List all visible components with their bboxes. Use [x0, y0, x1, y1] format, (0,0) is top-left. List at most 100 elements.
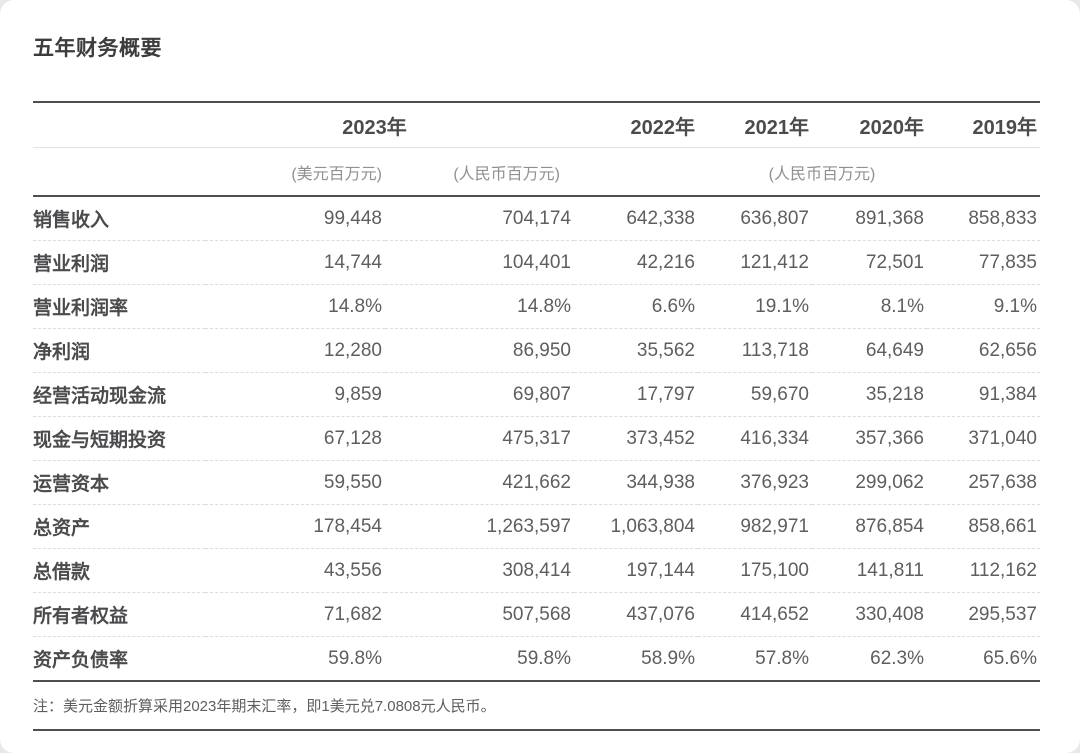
cell-value: 59.8% [205, 636, 385, 682]
table-row: 总资产 178,454 1,263,597 1,063,804 982,971 … [33, 504, 1040, 549]
cell-value: 67,128 [205, 416, 385, 461]
cell-value: 636,807 [698, 196, 812, 241]
year-header-row: 2023年 2022年 2021年 2020年 2019年 [33, 102, 1040, 148]
cell-value: 421,662 [385, 460, 574, 505]
unit-header-row: (美元百万元) (人民币百万元) (人民币百万元) [33, 147, 1040, 197]
unit-usd-millions: (美元百万元) [205, 147, 385, 197]
cell-value: 704,174 [385, 196, 574, 241]
cell-value: 858,661 [927, 504, 1040, 549]
cell-value: 437,076 [574, 592, 698, 637]
year-header-2021: 2021年 [698, 102, 812, 148]
row-label: 所有者权益 [33, 592, 205, 637]
row-label: 运营资本 [33, 460, 205, 505]
cell-value: 64,649 [812, 328, 927, 373]
cell-value: 8.1% [812, 284, 927, 329]
table-row: 资产负债率 59.8% 59.8% 58.9% 57.8% 62.3% 65.6… [33, 636, 1040, 682]
cell-value: 65.6% [927, 636, 1040, 682]
table-row: 运营资本 59,550 421,662 344,938 376,923 299,… [33, 460, 1040, 505]
cell-value: 57.8% [698, 636, 812, 682]
cell-value: 982,971 [698, 504, 812, 549]
cell-value: 112,162 [927, 548, 1040, 593]
cell-value: 376,923 [698, 460, 812, 505]
unit-spacer [33, 147, 205, 197]
table-row: 总借款 43,556 308,414 197,144 175,100 141,8… [33, 548, 1040, 593]
row-label: 净利润 [33, 328, 205, 373]
header-spacer [33, 102, 205, 148]
cell-value: 14.8% [385, 284, 574, 329]
row-label: 总借款 [33, 548, 205, 593]
cell-value: 299,062 [812, 460, 927, 505]
cell-value: 42,216 [574, 240, 698, 285]
cell-value: 14,744 [205, 240, 385, 285]
cell-value: 295,537 [927, 592, 1040, 637]
exchange-rate-footnote: 注：美元金额折算采用2023年期末汇率，即1美元兑7.0808元人民币。 [33, 682, 1040, 731]
table-row: 所有者权益 71,682 507,568 437,076 414,652 330… [33, 592, 1040, 637]
unit-rmb-millions-group: (人民币百万元) [574, 147, 1040, 197]
cell-value: 197,144 [574, 548, 698, 593]
cell-value: 59,550 [205, 460, 385, 505]
cell-value: 6.6% [574, 284, 698, 329]
cell-value: 12,280 [205, 328, 385, 373]
cell-value: 121,412 [698, 240, 812, 285]
cell-value: 642,338 [574, 196, 698, 241]
row-label: 销售收入 [33, 196, 205, 241]
cell-value: 141,811 [812, 548, 927, 593]
table-row: 营业利润 14,744 104,401 42,216 121,412 72,50… [33, 240, 1040, 285]
cell-value: 19.1% [698, 284, 812, 329]
cell-value: 35,218 [812, 372, 927, 417]
cell-value: 113,718 [698, 328, 812, 373]
table-row: 净利润 12,280 86,950 35,562 113,718 64,649 … [33, 328, 1040, 373]
year-header-2022: 2022年 [574, 102, 698, 148]
cell-value: 35,562 [574, 328, 698, 373]
row-label: 总资产 [33, 504, 205, 549]
cell-value: 62.3% [812, 636, 927, 682]
cell-value: 373,452 [574, 416, 698, 461]
row-label: 资产负债率 [33, 636, 205, 682]
table-row: 销售收入 99,448 704,174 642,338 636,807 891,… [33, 196, 1040, 241]
year-header-2020: 2020年 [812, 102, 927, 148]
cell-value: 876,854 [812, 504, 927, 549]
cell-value: 308,414 [385, 548, 574, 593]
row-label: 经营活动现金流 [33, 372, 205, 417]
cell-value: 104,401 [385, 240, 574, 285]
page-title: 五年财务概要 [33, 37, 162, 60]
cell-value: 91,384 [927, 372, 1040, 417]
cell-value: 62,656 [927, 328, 1040, 373]
cell-value: 1,263,597 [385, 504, 574, 549]
year-header-2023: 2023年 [205, 102, 574, 148]
cell-value: 344,938 [574, 460, 698, 505]
cell-value: 175,100 [698, 548, 812, 593]
cell-value: 99,448 [205, 196, 385, 241]
cell-value: 414,652 [698, 592, 812, 637]
table-row: 经营活动现金流 9,859 69,807 17,797 59,670 35,21… [33, 372, 1040, 417]
cell-value: 475,317 [385, 416, 574, 461]
year-header-2019: 2019年 [927, 102, 1040, 148]
cell-value: 71,682 [205, 592, 385, 637]
cell-value: 416,334 [698, 416, 812, 461]
table-row: 营业利润率 14.8% 14.8% 6.6% 19.1% 8.1% 9.1% [33, 284, 1040, 329]
row-label: 营业利润率 [33, 284, 205, 329]
cell-value: 891,368 [812, 196, 927, 241]
table-row: 现金与短期投资 67,128 475,317 373,452 416,334 3… [33, 416, 1040, 461]
financial-summary-table: 2023年 2022年 2021年 2020年 2019年 (美元百万元) (人… [33, 101, 1040, 682]
cell-value: 178,454 [205, 504, 385, 549]
cell-value: 1,063,804 [574, 504, 698, 549]
cell-value: 507,568 [385, 592, 574, 637]
cell-value: 17,797 [574, 372, 698, 417]
row-label: 现金与短期投资 [33, 416, 205, 461]
cell-value: 14.8% [205, 284, 385, 329]
cell-value: 69,807 [385, 372, 574, 417]
cell-value: 86,950 [385, 328, 574, 373]
row-label: 营业利润 [33, 240, 205, 285]
unit-rmb-millions: (人民币百万元) [385, 147, 574, 197]
cell-value: 9,859 [205, 372, 385, 417]
cell-value: 77,835 [927, 240, 1040, 285]
cell-value: 357,366 [812, 416, 927, 461]
cell-value: 72,501 [812, 240, 927, 285]
cell-value: 43,556 [205, 548, 385, 593]
cell-value: 59.8% [385, 636, 574, 682]
cell-value: 858,833 [927, 196, 1040, 241]
cell-value: 9.1% [927, 284, 1040, 329]
cell-value: 330,408 [812, 592, 927, 637]
